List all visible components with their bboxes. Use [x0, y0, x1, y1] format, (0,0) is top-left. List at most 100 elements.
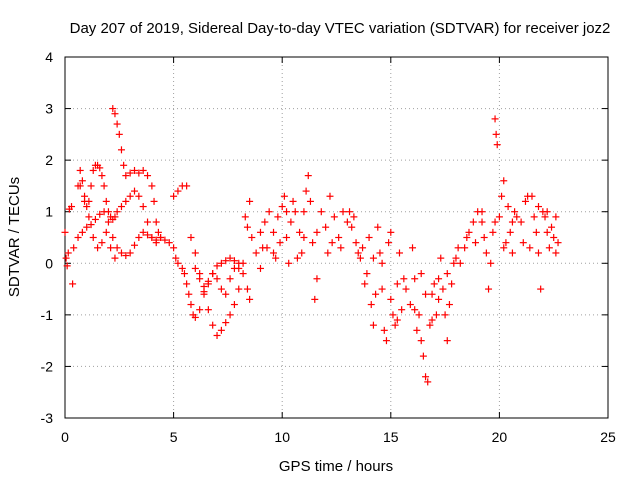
data-point: [122, 172, 130, 180]
data-point: [400, 275, 408, 283]
data-point: [417, 270, 425, 278]
data-point: [443, 270, 451, 278]
data-point: [246, 197, 254, 205]
data-point: [328, 239, 336, 247]
data-point: [380, 326, 388, 334]
data-point: [261, 218, 269, 226]
data-point: [389, 311, 397, 319]
data-point: [70, 244, 78, 252]
data-point: [148, 234, 156, 241]
data-point: [187, 234, 195, 241]
data-point: [256, 228, 264, 236]
data-point: [187, 301, 195, 309]
x-tick-label: 15: [383, 429, 399, 445]
data-point: [339, 208, 347, 216]
data-point: [89, 234, 97, 241]
data-point: [526, 244, 534, 252]
data-point: [413, 326, 421, 334]
data-point: [395, 249, 403, 257]
data-point: [217, 259, 225, 267]
data-point: [435, 295, 443, 303]
data-point: [322, 223, 330, 231]
data-point: [545, 244, 553, 252]
data-point: [296, 228, 304, 236]
data-point: [222, 319, 230, 327]
data-point: [306, 197, 314, 205]
data-point: [100, 208, 108, 216]
data-point: [283, 208, 291, 216]
data-point: [548, 223, 556, 231]
data-point: [180, 270, 188, 278]
data-point: [139, 203, 147, 211]
data-point: [226, 311, 234, 319]
data-point: [183, 182, 191, 190]
data-point: [387, 228, 395, 236]
data-point: [200, 288, 208, 296]
data-point: [107, 244, 115, 252]
data-point: [117, 249, 125, 257]
data-point: [78, 228, 86, 236]
data-point: [226, 254, 234, 262]
data-point: [511, 208, 519, 216]
data-point: [445, 301, 453, 309]
data-point: [335, 234, 343, 241]
data-point: [350, 213, 358, 221]
data-point: [443, 337, 451, 345]
data-point: [498, 192, 506, 200]
data-point: [170, 244, 178, 252]
data-point: [185, 290, 193, 298]
data-point: [485, 285, 493, 293]
data-point: [513, 213, 521, 221]
data-point: [196, 306, 204, 314]
data-point: [96, 210, 104, 218]
data-point: [157, 234, 165, 241]
data-point: [111, 254, 119, 262]
data-point: [276, 239, 284, 247]
data-point: [135, 192, 143, 200]
data-point: [270, 249, 278, 257]
data-point: [230, 301, 238, 309]
data-point: [378, 259, 386, 267]
data-point: [76, 182, 84, 190]
data-point: [385, 239, 393, 247]
data-point: [68, 203, 76, 211]
axis-ticks: [64, 56, 609, 419]
data-point: [402, 285, 410, 293]
data-point: [89, 166, 97, 174]
data-point: [139, 228, 147, 236]
data-point: [148, 182, 156, 190]
data-point: [274, 213, 282, 221]
data-point: [265, 208, 273, 216]
data-point: [432, 311, 440, 319]
data-point: [191, 249, 199, 257]
data-point: [104, 218, 112, 226]
data-point: [117, 203, 125, 211]
data-point: [291, 208, 299, 216]
data-point: [122, 197, 130, 205]
y-tick-label: -1: [41, 307, 54, 323]
data-point: [235, 285, 243, 293]
data-point: [393, 280, 401, 288]
data-point: [393, 316, 401, 324]
data-point: [343, 218, 351, 226]
data-point: [430, 280, 438, 288]
data-point: [287, 218, 295, 226]
data-point: [161, 236, 169, 244]
data-point: [491, 218, 499, 226]
data-point: [465, 228, 473, 236]
data-point: [283, 234, 291, 241]
data-point: [543, 228, 551, 236]
data-point: [374, 223, 382, 231]
data-point: [411, 306, 419, 314]
data-point: [304, 172, 312, 180]
data-point: [178, 264, 186, 272]
data-point: [87, 221, 95, 229]
data-point: [150, 197, 158, 205]
data-point: [369, 254, 377, 262]
data-point: [428, 316, 436, 324]
data-point: [495, 213, 503, 221]
data-point: [417, 337, 425, 345]
y-tick-label: 2: [45, 152, 53, 168]
data-point: [313, 228, 321, 236]
data-point: [448, 280, 456, 288]
